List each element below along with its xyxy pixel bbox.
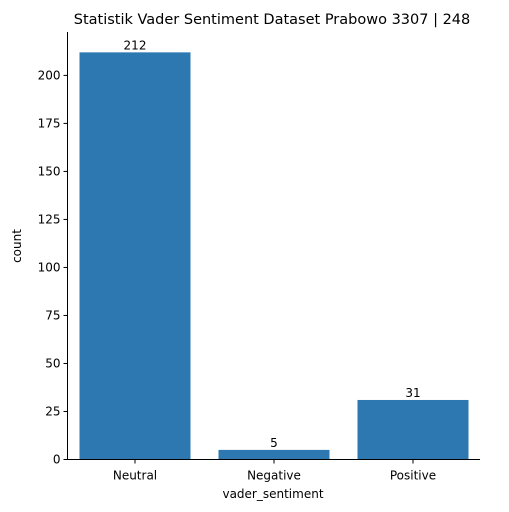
bar-neutral — [79, 52, 191, 460]
y-tick-label-50: 50 — [45, 356, 60, 370]
bars-group — [79, 52, 469, 460]
bar-positive — [357, 399, 469, 460]
data-labels-group: 212 5 31 — [124, 38, 421, 450]
y-tick-label-100: 100 — [38, 260, 61, 274]
data-label-positive: 31 — [405, 386, 420, 400]
y-tick-label-125: 125 — [38, 212, 61, 226]
y-tick-label-75: 75 — [45, 308, 60, 322]
x-tick-label-negative: Negative — [247, 469, 301, 483]
chart-title: Statistik Vader Sentiment Dataset Prabow… — [74, 12, 471, 28]
data-label-negative: 5 — [270, 436, 278, 450]
y-axis-label: count — [10, 229, 24, 263]
data-label-neutral: 212 — [124, 38, 147, 52]
bar-negative — [218, 449, 330, 460]
y-tick-label-150: 150 — [38, 164, 61, 178]
y-axis-ticks: 0 25 50 75 100 125 150 175 200 — [38, 68, 68, 467]
y-tick-label-25: 25 — [45, 404, 60, 418]
x-tick-label-neutral: Neutral — [113, 469, 157, 483]
y-tick-label-175: 175 — [38, 116, 61, 130]
x-tick-label-positive: Positive — [390, 469, 436, 483]
y-tick-label-0: 0 — [53, 453, 61, 467]
x-axis-label: vader_sentiment — [222, 487, 323, 501]
x-axis-ticks: Neutral Negative Positive — [113, 459, 436, 483]
y-tick-label-200: 200 — [38, 68, 61, 82]
